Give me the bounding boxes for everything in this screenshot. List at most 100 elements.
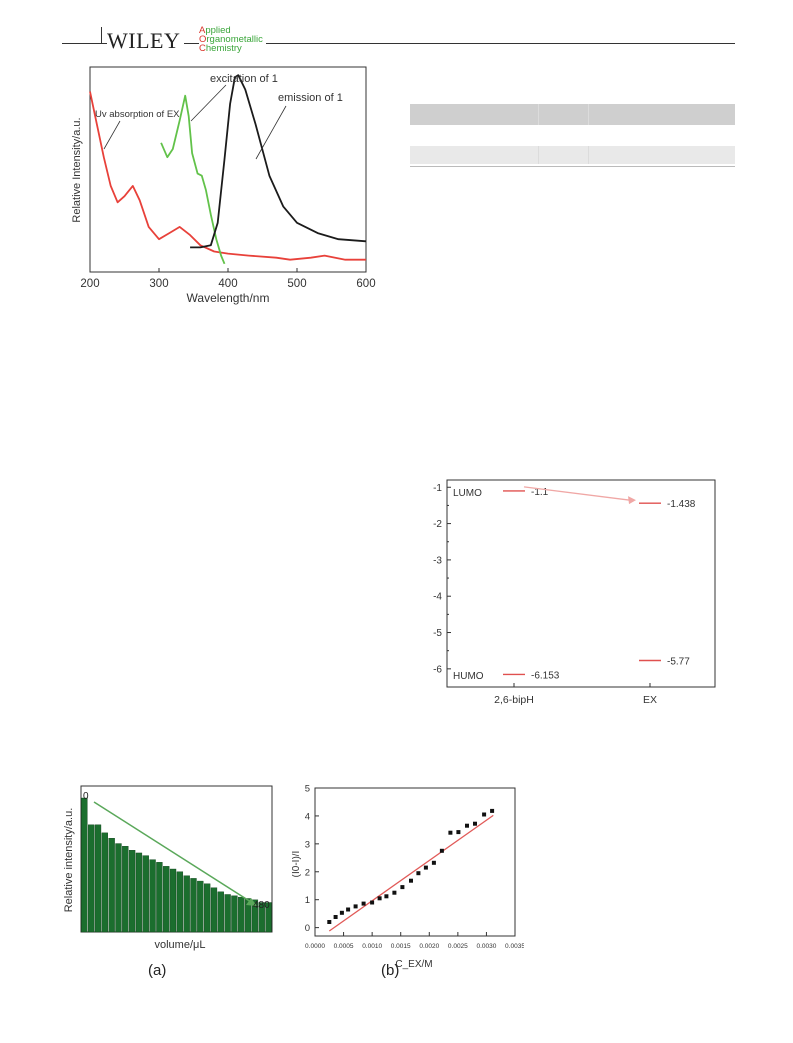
intensity-bar: [231, 895, 238, 933]
trend-arrow: [93, 801, 252, 903]
energy-level-value: -6.153: [531, 670, 560, 681]
data-point: [353, 904, 358, 909]
energy-ytick-label: -5: [433, 628, 442, 639]
data-point: [431, 860, 436, 865]
spectra-chart: 200 300 400 500 600 Relative Intensity/a.u. …: [71, 66, 376, 305]
spectra-xtick-label: 200: [80, 278, 99, 290]
scatter-frame: [314, 787, 516, 937]
intensity-bar: [128, 850, 136, 933]
spectra-xtick-label: 400: [218, 278, 237, 290]
intensity-bar: [135, 852, 143, 933]
table-row-band: [410, 146, 735, 164]
panel-a-label: (a): [148, 962, 166, 979]
annotation-emission-pointer: [255, 105, 287, 160]
header-tick: [101, 27, 102, 44]
intensity-bar: [108, 838, 115, 933]
data-point: [339, 910, 344, 915]
energy-ytick-label: -6: [433, 664, 442, 675]
intensity-bar: [169, 868, 177, 933]
table-header-band: [410, 104, 735, 125]
data-point: [456, 830, 461, 835]
data-point: [448, 830, 453, 835]
transfer-arrowhead: [628, 496, 636, 505]
energy-frame: [446, 479, 716, 688]
intensity-bar: [265, 902, 272, 933]
annotation-excitation-pointer: [190, 84, 227, 122]
annotation-uv-pointer: [103, 120, 121, 150]
scatter-xtick-label: 0.0035: [505, 943, 524, 950]
intensity-bar: [81, 797, 88, 933]
spectra-xlabel: Wavelength/nm: [187, 291, 270, 305]
scatter-xtick-label: 0.0010: [362, 943, 382, 950]
spectra-xtick-label: 300: [149, 278, 168, 290]
header-rule: [62, 43, 735, 44]
energy-level-value: -1.438: [667, 499, 696, 510]
scatter-ytick-label: 0: [305, 923, 310, 934]
energy-category-label: 2,6-bipH: [494, 694, 534, 706]
data-point: [439, 848, 444, 853]
intensity-bar: [88, 824, 95, 933]
energy-level-chart: -1 -2 -3 -4 -5 -6 2,6-bipH EX -1.1 -1.438 -6.153 -…: [433, 479, 716, 706]
data-point: [482, 812, 487, 817]
data-point: [377, 896, 382, 901]
uv-curve: [89, 91, 366, 261]
data-point: [423, 865, 428, 870]
intensity-bar: [149, 859, 156, 933]
intensity-bar: [101, 832, 108, 933]
energy-level-value: -1.1: [531, 487, 549, 498]
data-point: [416, 871, 421, 876]
intensity-bar: [183, 875, 190, 933]
data-point: [384, 894, 389, 899]
journal-logo: Applied Organometallic Chemistry: [199, 26, 266, 53]
energy-ytick-label: -2: [433, 519, 442, 530]
intensity-bar: [244, 898, 252, 933]
intensity-bar: [210, 887, 218, 933]
intensity-bar: [115, 843, 122, 933]
scatter-xtick-label: 0.0020: [419, 943, 439, 950]
scatter-xtick-label: 0.0005: [334, 943, 354, 950]
annotation-uv: Uv absorption of EX: [95, 109, 180, 120]
data-point: [333, 915, 338, 919]
intensity-bar: [176, 871, 184, 933]
spectra-xtick-label: 600: [356, 278, 375, 290]
humo-label: HUMO: [453, 671, 484, 682]
journal-line: Chemistry: [199, 43, 242, 54]
scatter-ylabel: (I0-I)/I: [292, 851, 302, 878]
emission-curve: [190, 74, 367, 249]
panel-b-label: (b): [381, 962, 399, 979]
annotation-emission: emission of 1: [278, 92, 343, 104]
quench-bar-chart: 0 480 Relative intensity/a.u. volume/μL …: [63, 785, 273, 979]
table-bottom-rule: [410, 166, 735, 167]
lumo-label: LUMO: [453, 488, 482, 499]
trend-arrowhead: [246, 898, 257, 906]
journal-line: Organometallic: [199, 34, 263, 45]
publisher-logo: WILEY: [107, 28, 185, 54]
spectra-ylabel: Relative Intensity/a.u.: [71, 117, 83, 222]
data-point: [409, 878, 413, 883]
energy-ytick-label: -1: [433, 483, 442, 494]
scatter-ytick-label: 1: [305, 895, 310, 906]
intensity-bar: [142, 855, 149, 933]
intensity-bar: [163, 866, 170, 933]
fit-line: [328, 814, 494, 932]
energy-level-value: -5.77: [667, 656, 690, 667]
data-point: [400, 885, 405, 890]
bar-xlabel: volume/μL: [155, 939, 206, 951]
intensity-bar: [258, 902, 265, 933]
annotation-excitation: excitation of 1: [210, 73, 278, 85]
intensity-bar: [122, 846, 129, 933]
intensity-bar: [217, 891, 224, 933]
excitation-curve: [160, 94, 226, 265]
scatter-xlabel: C_EX/M: [395, 959, 432, 970]
intensity-bar: [94, 824, 102, 933]
scatter-xtick-label: 0.0025: [448, 943, 468, 950]
data-point: [465, 823, 469, 828]
intensity-bar: [203, 883, 211, 933]
stern-volmer-chart: 0 1 2 3 4 5 0.0000 0.0005 0.0010 0.0015 0.0020 0.00…: [292, 784, 524, 980]
data-point: [392, 890, 397, 895]
data-point: [473, 821, 477, 826]
transfer-arrow: [523, 486, 631, 501]
scatter-xtick-label: 0.0000: [305, 943, 325, 950]
intensity-bar: [238, 896, 245, 933]
bar-frame: [80, 785, 273, 933]
